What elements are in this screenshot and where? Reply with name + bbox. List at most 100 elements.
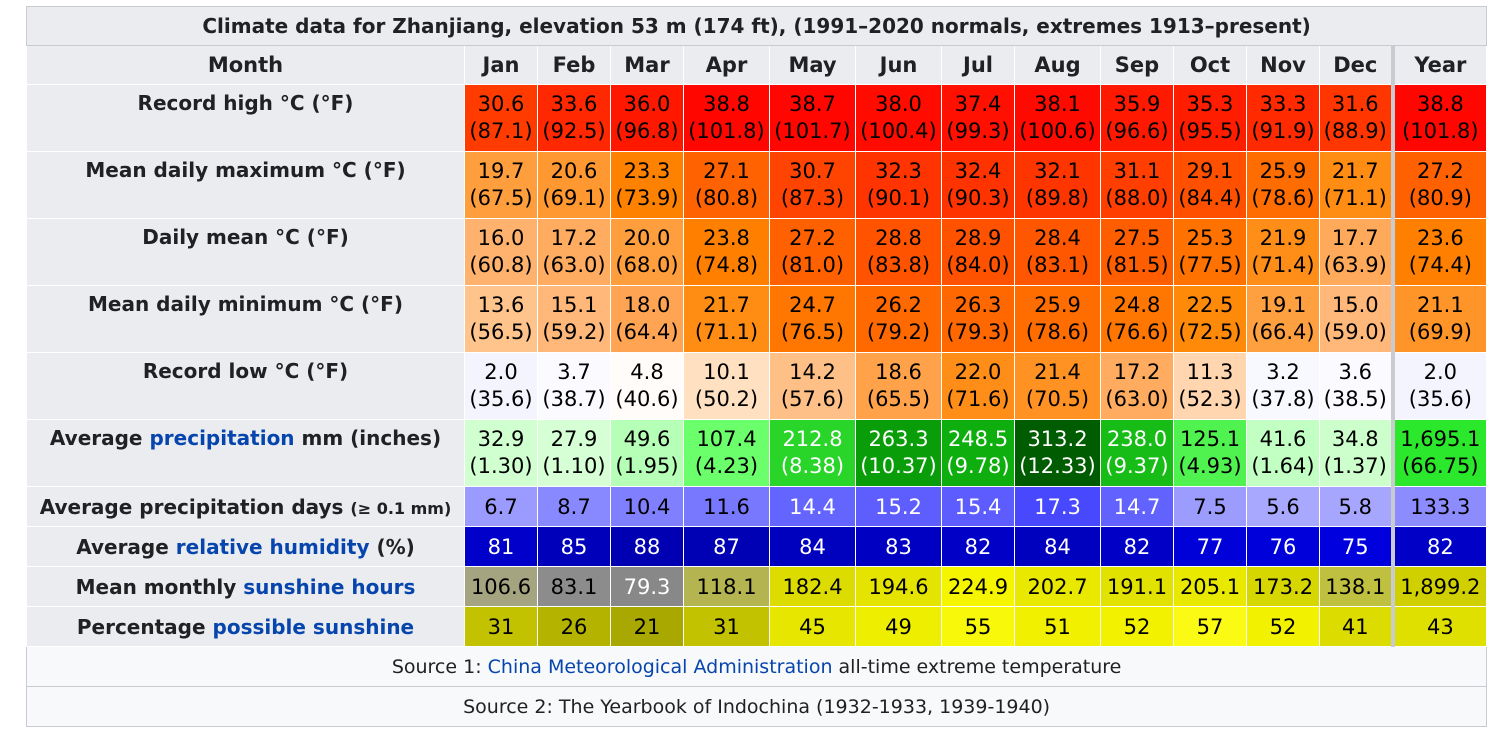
row-label-link[interactable]: precipitation — [149, 426, 295, 450]
converted-value: (84.0) — [946, 253, 1010, 277]
row-label-link[interactable]: relative humidity — [175, 534, 370, 559]
converted-value: (71.6) — [946, 387, 1010, 411]
converted-value: (52.3) — [1178, 387, 1242, 411]
month-value-cell: 22.0 (71.6) — [941, 352, 1015, 420]
month-value-cell: 31.1 (88.0) — [1100, 151, 1174, 219]
table-row: Record high °C (°F) 30.6 (87.1) 33.6 (92.5) 3… — [26, 84, 1488, 152]
converted-value: (67.5) — [469, 186, 533, 210]
month-value-cell: 28.8 (83.8) — [855, 218, 942, 286]
primary-value: 52 — [1123, 614, 1151, 639]
row-label: Mean monthly sunshine hours — [26, 566, 465, 607]
primary-value: 3.7 — [557, 360, 591, 384]
primary-value: 21 — [633, 614, 661, 639]
row-label: Record high °C (°F) — [26, 84, 465, 152]
converted-value: (63.9) — [1323, 253, 1387, 277]
converted-value: (69.9) — [1408, 320, 1472, 344]
converted-value: (35.6) — [469, 387, 533, 411]
month-value-cell: 191.1 — [1100, 566, 1174, 607]
month-value-cell: 212.8 (8.38) — [769, 419, 856, 487]
month-value-cell: 28.4 (83.1) — [1014, 218, 1101, 286]
primary-value: 118.1 — [696, 574, 757, 599]
converted-value: (73.9) — [615, 186, 679, 210]
primary-value: 106.6 — [470, 574, 532, 599]
table-row: Mean monthly sunshine hours 106.6 83.1 79.3… — [26, 566, 1488, 607]
primary-value: 313.2 — [1027, 427, 1088, 451]
converted-value: (63.0) — [542, 253, 606, 277]
primary-value: 4.8 — [630, 360, 664, 384]
converted-value: (96.8) — [615, 119, 679, 143]
converted-value: (12.33) — [1019, 454, 1096, 478]
month-value-cell: 138.1 — [1319, 566, 1393, 607]
source-cell-2: Source 2: The Yearbook of Indochina (193… — [25, 686, 1488, 727]
primary-value: 202.7 — [1027, 574, 1088, 599]
primary-value: 75 — [1341, 534, 1369, 559]
row-label-link[interactable]: sunshine hours — [243, 574, 416, 599]
month-value-cell: 29.1 (84.4) — [1173, 151, 1247, 219]
primary-value: 52 — [1269, 614, 1297, 639]
primary-value: 21.1 — [1416, 293, 1464, 317]
converted-value: (71.1) — [694, 320, 759, 344]
primary-value: 81 — [487, 534, 515, 559]
month-value-cell: 28.9 (84.0) — [941, 218, 1015, 286]
primary-value: 7.5 — [1193, 494, 1227, 519]
primary-value: 25.9 — [1259, 159, 1307, 183]
converted-value: (101.8) — [688, 119, 765, 143]
primary-value: 263.3 — [868, 427, 929, 451]
month-value-cell: 263.3 (10.37) — [855, 419, 942, 487]
primary-value: 15.2 — [875, 494, 922, 519]
row-label: Mean daily maximum °C (°F) — [26, 151, 465, 219]
primary-value: 3.6 — [1338, 360, 1372, 384]
month-value-cell: 21.9 (71.4) — [1246, 218, 1320, 286]
primary-value: 32.1 — [1034, 159, 1081, 183]
primary-value: 173.2 — [1252, 574, 1314, 599]
converted-value: (78.6) — [1025, 320, 1090, 344]
primary-value: 22.0 — [954, 360, 1002, 384]
primary-value: 22.5 — [1186, 293, 1234, 317]
converted-value: (83.1) — [1025, 253, 1090, 277]
primary-value: 51 — [1044, 614, 1071, 639]
primary-value: 5.8 — [1338, 494, 1372, 519]
year-value-cell: 82 — [1390, 526, 1488, 567]
primary-value: 31 — [713, 614, 740, 639]
row-label-link[interactable]: possible sunshine — [212, 614, 415, 639]
primary-value: 17.2 — [550, 226, 598, 250]
primary-value: 30.6 — [477, 92, 525, 116]
primary-value: 6.7 — [484, 494, 518, 519]
month-value-cell: 238.0 (9.37) — [1100, 419, 1174, 487]
row-label-text: (≥ 0.1 mm) — [350, 498, 452, 518]
primary-value: 28.8 — [875, 226, 922, 250]
month-value-cell: 23.3 (73.9) — [610, 151, 684, 219]
month-value-cell: 26.3 (79.3) — [941, 285, 1015, 353]
month-header: Month — [26, 45, 465, 85]
primary-value: 21.7 — [703, 293, 750, 317]
month-value-cell: 182.4 — [769, 566, 856, 607]
source-link[interactable]: China Meteorological Administration — [487, 655, 833, 678]
converted-value: (77.5) — [1178, 253, 1242, 277]
converted-value: (38.7) — [542, 387, 606, 411]
converted-value: (79.3) — [946, 320, 1010, 344]
converted-value: (59.2) — [542, 320, 606, 344]
month-value-cell: 18.6 (65.5) — [855, 352, 942, 420]
month-value-cell: 27.2 (81.0) — [769, 218, 856, 286]
primary-value: 138.1 — [1325, 574, 1386, 599]
month-value-cell: 84 — [1014, 526, 1101, 567]
month-value-cell: 10.4 — [610, 486, 684, 527]
month-value-cell: 4.8 (40.6) — [610, 352, 684, 420]
month-value-cell: 7.5 — [1173, 486, 1247, 527]
month-header-mar: Mar — [610, 45, 684, 85]
month-value-cell: 33.3 (91.9) — [1246, 84, 1320, 152]
primary-value: 3.2 — [1266, 360, 1300, 384]
month-value-cell: 19.1 (66.4) — [1246, 285, 1320, 353]
month-header-oct: Oct — [1173, 45, 1247, 85]
month-value-cell: 27.5 (81.5) — [1100, 218, 1174, 286]
converted-value: (87.1) — [469, 119, 533, 143]
primary-value: 83.1 — [550, 574, 598, 599]
primary-value: 212.8 — [782, 427, 843, 451]
converted-value: (88.9) — [1323, 119, 1387, 143]
year-header: Year — [1390, 45, 1488, 85]
month-header-jun: Jun — [855, 45, 942, 85]
month-value-cell: 75 — [1319, 526, 1393, 567]
primary-value: 107.4 — [696, 427, 757, 451]
primary-value: 36.0 — [623, 92, 671, 116]
primary-value: 32.9 — [477, 427, 525, 451]
